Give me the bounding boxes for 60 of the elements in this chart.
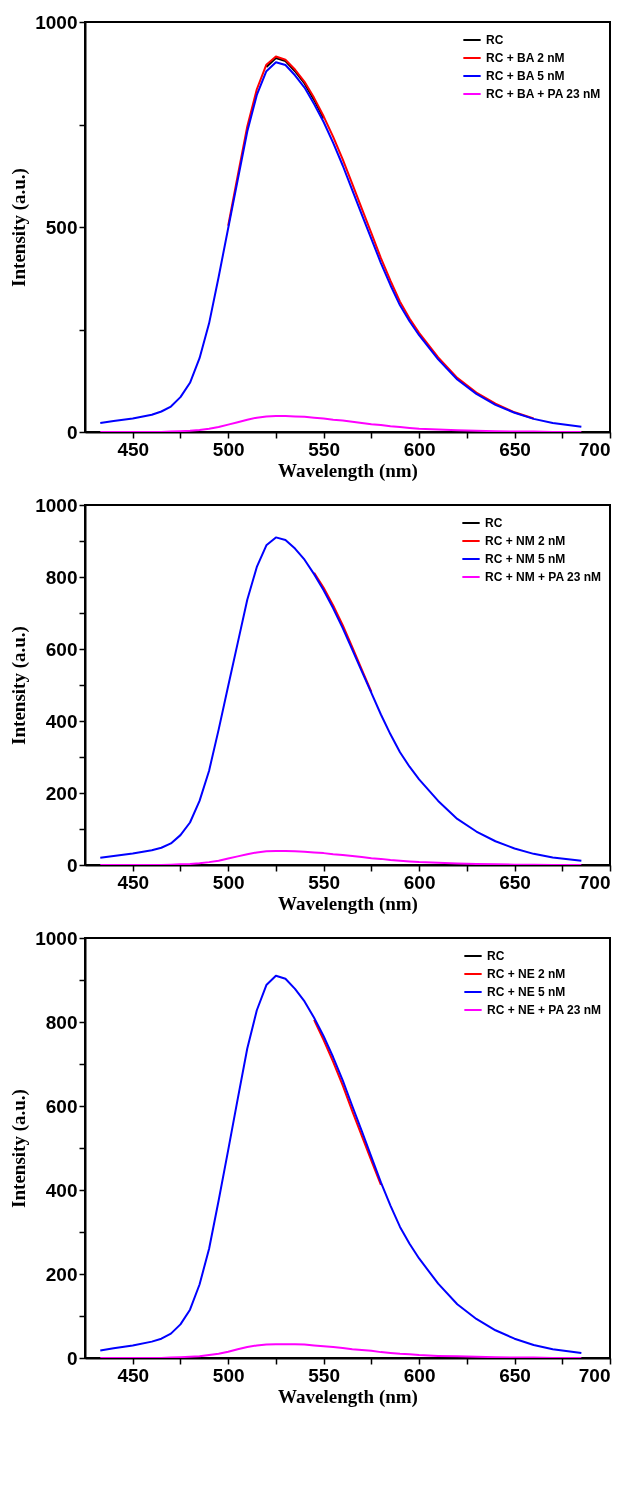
line-series: [99, 61, 583, 428]
legend-label: RC + NE 5 nM: [487, 985, 566, 999]
line-series: [99, 536, 583, 862]
x-tick-label: 700: [578, 871, 611, 893]
y-tick-label: 0: [66, 854, 78, 876]
x-tick-label: 550: [308, 1364, 340, 1386]
y-tick-label: 0: [66, 1347, 78, 1369]
x-tick-label: 450: [117, 438, 150, 460]
line-series: [99, 849, 583, 865]
y-tick-label: 1000: [35, 11, 78, 33]
y-tick-label: 1000: [35, 927, 78, 949]
line-series: [227, 55, 535, 420]
y-tick-label: 1000: [35, 494, 78, 516]
x-tick-label: 700: [578, 438, 611, 460]
y-tick-label: 600: [45, 1095, 78, 1117]
x-tick-label: 650: [499, 438, 531, 460]
legend-label: RC + NE + PA 23 nM: [487, 1003, 602, 1017]
y-axis-title: Intensity (a.u.): [8, 168, 31, 287]
legend-label: RC + NM 2 nM: [485, 534, 566, 548]
x-axis-title: Wavelength (nm): [278, 459, 418, 482]
y-tick-label: 800: [45, 1011, 78, 1033]
line-series: [313, 571, 373, 693]
line-series: [313, 1018, 382, 1186]
y-axis-title: Intensity (a.u.): [8, 626, 31, 745]
legend-label: RC + BA + PA 23 nM: [486, 87, 601, 101]
x-tick-label: 450: [117, 1364, 150, 1386]
legend-label: RC + BA 5 nM: [486, 69, 565, 83]
x-tick-label: 550: [308, 438, 340, 460]
legend-label: RC: [486, 33, 504, 47]
y-tick-label: 400: [45, 1179, 78, 1201]
x-tick-label: 600: [403, 871, 436, 893]
y-tick-label: 600: [45, 638, 78, 660]
y-axis-title: Intensity (a.u.): [8, 1089, 31, 1208]
legend-label: RC + BA 2 nM: [486, 51, 565, 65]
y-tick-label: 200: [45, 1263, 78, 1285]
x-tick-label: 650: [499, 871, 531, 893]
y-tick-label: 400: [45, 710, 78, 732]
y-tick-label: 0: [66, 421, 78, 443]
y-tick-label: 200: [45, 782, 78, 804]
x-axis-title: Wavelength (nm): [278, 1385, 418, 1408]
x-axis-title: Wavelength (nm): [278, 892, 418, 915]
legend-label: RC + NE 2 nM: [487, 967, 566, 981]
x-tick-label: 600: [403, 1364, 436, 1386]
y-tick-label: 800: [45, 566, 78, 588]
legend-label: RC + NM + PA 23 nM: [485, 570, 602, 584]
legend-label: RC: [487, 949, 505, 963]
line-series: [265, 57, 325, 120]
legend-label: RC + NM 5 nM: [485, 552, 566, 566]
line-series: [99, 415, 583, 432]
legend-label: RC: [485, 516, 503, 530]
y-tick-label: 500: [45, 216, 78, 238]
x-tick-label: 550: [308, 871, 340, 893]
x-tick-label: 600: [403, 438, 436, 460]
line-series: [99, 1343, 583, 1358]
x-tick-label: 650: [499, 1364, 531, 1386]
x-tick-label: 500: [212, 438, 245, 460]
x-tick-label: 450: [117, 871, 150, 893]
x-tick-label: 500: [212, 1364, 245, 1386]
x-tick-label: 500: [212, 871, 245, 893]
x-tick-label: 700: [578, 1364, 611, 1386]
